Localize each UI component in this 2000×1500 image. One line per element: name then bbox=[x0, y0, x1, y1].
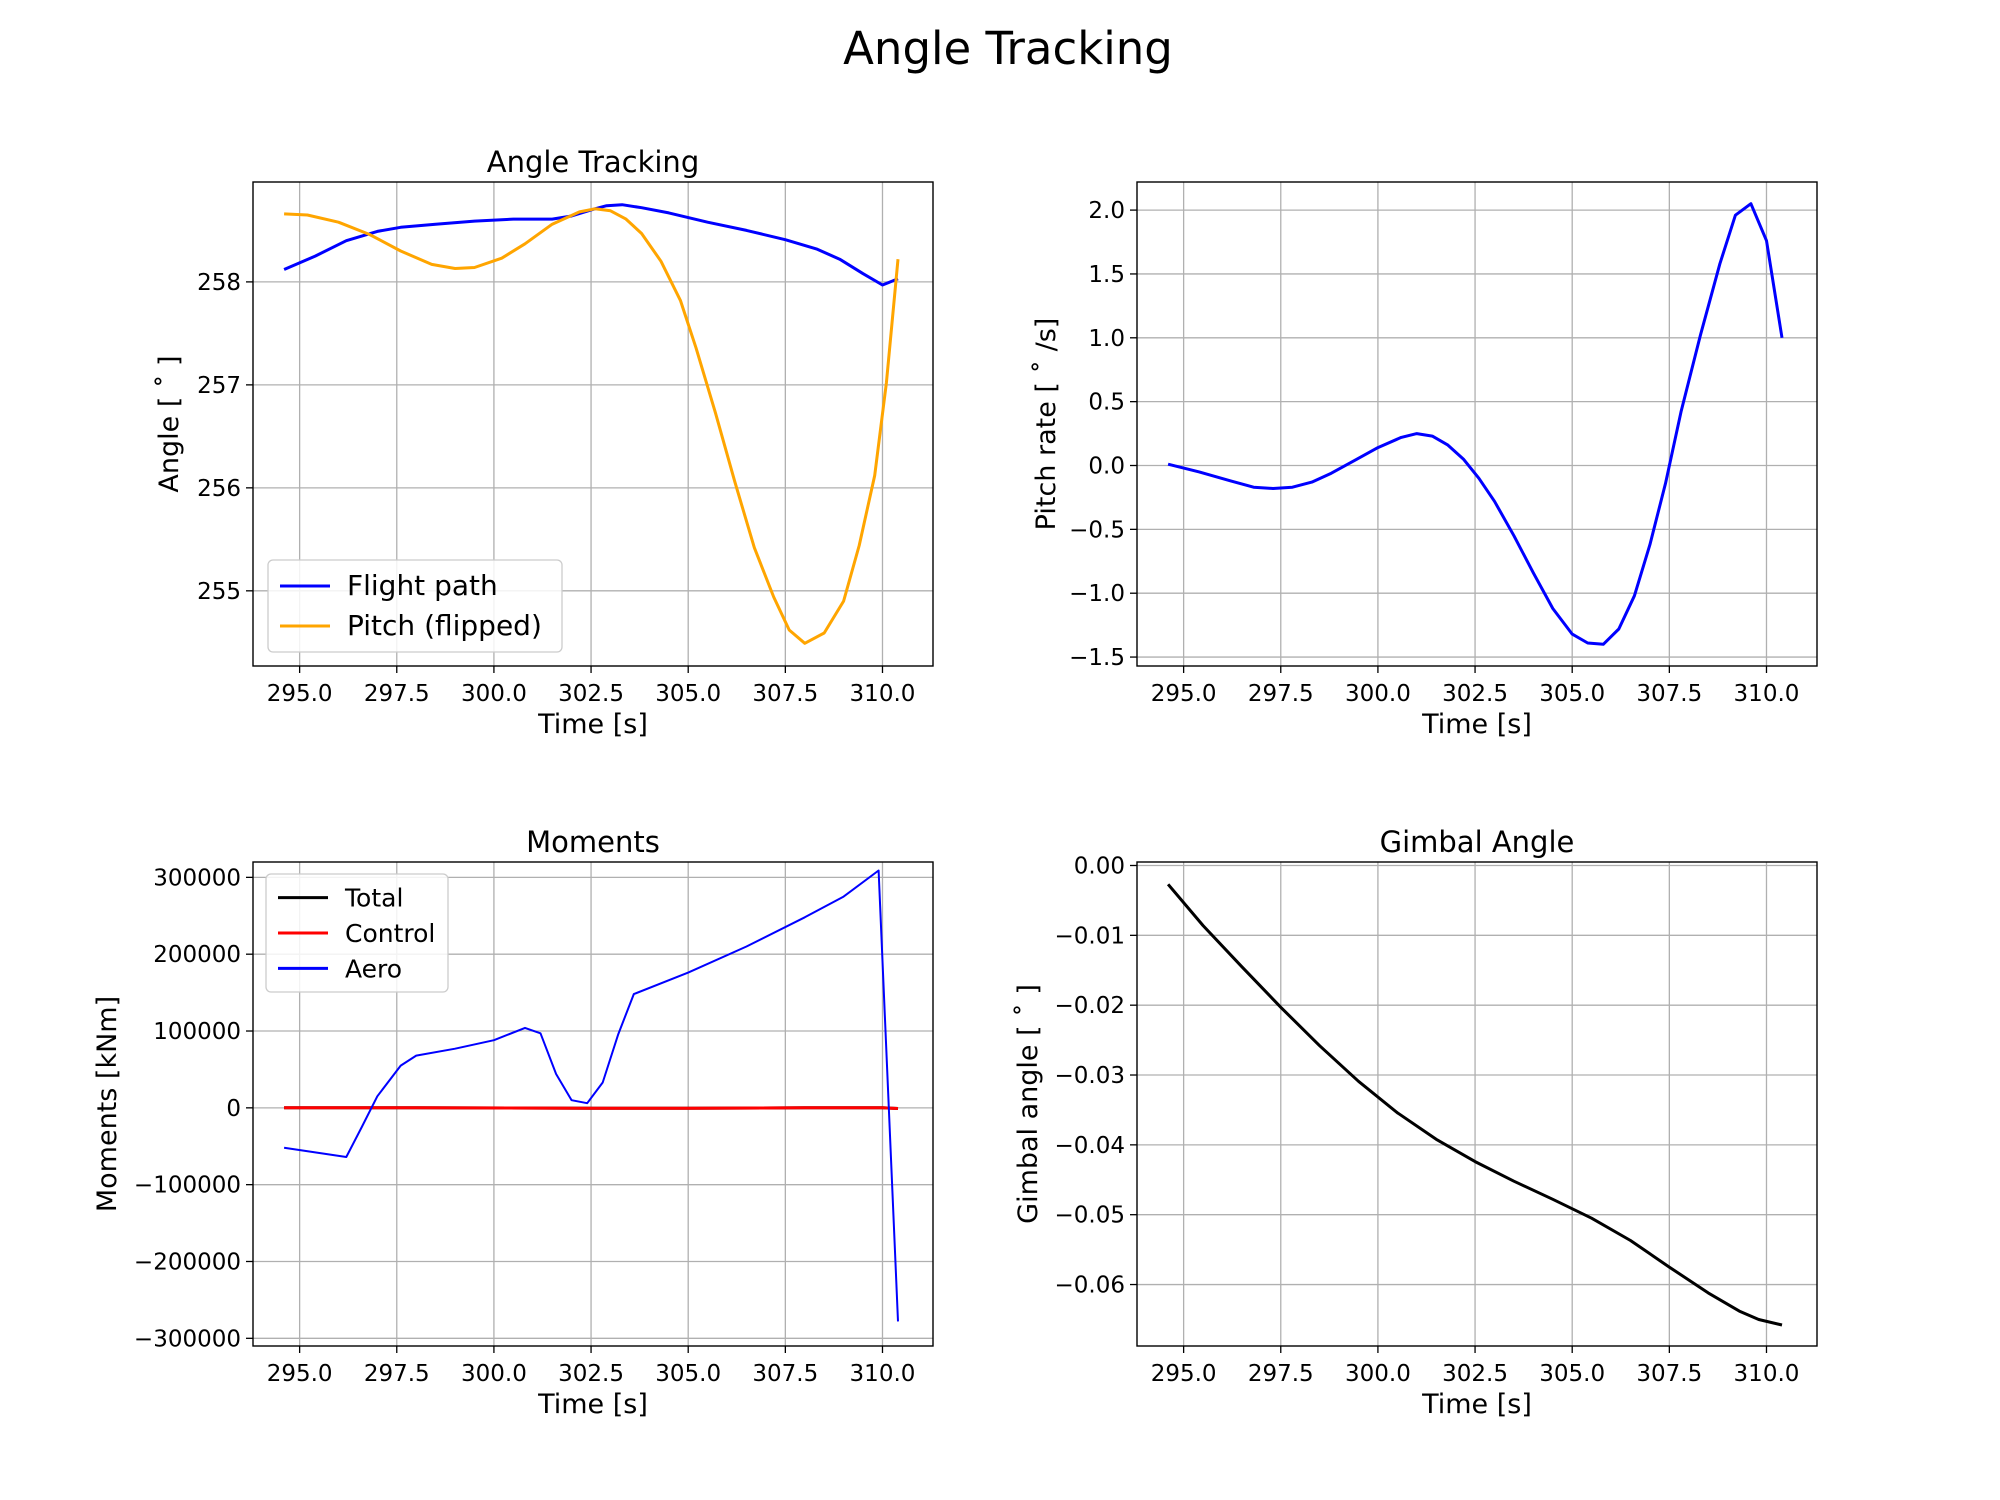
y-tick-label: −1.0 bbox=[1069, 581, 1125, 607]
y-tick-label: 257 bbox=[197, 373, 241, 399]
series-group bbox=[1166, 883, 1783, 1327]
x-tick-label: 302.5 bbox=[558, 681, 624, 707]
x-axis-title: Time [s] bbox=[1421, 1389, 1532, 1420]
x-tick-label: 300.0 bbox=[1345, 1361, 1411, 1387]
y-tick-label: 2.0 bbox=[1088, 198, 1125, 224]
y-tick-label: −0.05 bbox=[1055, 1203, 1125, 1229]
x-axis-title: Time [s] bbox=[537, 1389, 648, 1420]
y-tick-label: −1.5 bbox=[1069, 645, 1125, 671]
legend-label: Control bbox=[345, 919, 435, 948]
y-tick-label: −0.02 bbox=[1055, 993, 1125, 1019]
y-tick-label: −200000 bbox=[134, 1249, 241, 1275]
panel-4: 295.0 297.5 300.0 302.5 305.0 307.5 310.0 0.00 −… bbox=[1013, 825, 1818, 1420]
x-tick-label: 307.5 bbox=[1636, 681, 1702, 707]
y-tick-label: 256 bbox=[197, 476, 241, 502]
y-tick-label: 0.00 bbox=[1074, 853, 1125, 879]
panel-3: 295.0 297.5 300.0 302.5 305.0 307.5 310.0 −3000… bbox=[92, 825, 934, 1420]
y-tick-label: 0.0 bbox=[1088, 454, 1125, 480]
x-tick-label: 297.5 bbox=[1248, 681, 1314, 707]
y-tick-label: 0 bbox=[226, 1096, 241, 1122]
y-tick-label: 100000 bbox=[153, 1019, 241, 1045]
series-group bbox=[1167, 202, 1784, 646]
x-tick-label: 300.0 bbox=[1345, 681, 1411, 707]
y-axis-title: Moments [kNm] bbox=[92, 996, 123, 1212]
series-line-series bbox=[1166, 883, 1783, 1327]
x-axis-title: Time [s] bbox=[537, 709, 648, 740]
legend-frame bbox=[267, 559, 563, 653]
x-tick-label: 295.0 bbox=[1151, 681, 1217, 707]
legend: Flight path Pitch (flipped) bbox=[267, 559, 563, 653]
legend-label: Aero bbox=[345, 954, 402, 983]
y-tick-label: −100000 bbox=[134, 1173, 241, 1199]
x-tick-label: 310.0 bbox=[850, 681, 916, 707]
x-tick-label: 297.5 bbox=[364, 1361, 430, 1387]
x-tick-label: 302.5 bbox=[1442, 1361, 1508, 1387]
x-tick-label: 295.0 bbox=[267, 681, 333, 707]
legend-label: Total bbox=[344, 884, 403, 913]
x-tick-label: 310.0 bbox=[850, 1361, 916, 1387]
x-tick-label: 310.0 bbox=[1734, 681, 1800, 707]
y-tick-label: −0.5 bbox=[1069, 517, 1125, 543]
panel-title: Moments bbox=[526, 825, 660, 859]
legend-frame bbox=[265, 873, 449, 993]
y-tick-label: 1.0 bbox=[1088, 326, 1125, 352]
y-tick-label: −0.03 bbox=[1055, 1063, 1125, 1089]
y-tick-label: 258 bbox=[197, 270, 241, 296]
axes-frame bbox=[252, 861, 934, 1347]
series-line-control bbox=[284, 1106, 899, 1110]
x-tick-label: 295.0 bbox=[1151, 1361, 1217, 1387]
x-tick-label: 307.5 bbox=[752, 1361, 818, 1387]
y-tick-label: 0.5 bbox=[1088, 390, 1125, 416]
y-tick-label: −0.01 bbox=[1055, 923, 1125, 949]
axes-frame bbox=[1136, 861, 1818, 1347]
panel-2: 295.0 297.5 300.0 302.5 305.0 307.5 310.0 −1.5 −… bbox=[1031, 181, 1818, 740]
x-tick-label: 307.5 bbox=[1636, 1361, 1702, 1387]
x-tick-label: 297.5 bbox=[364, 681, 430, 707]
x-tick-label: 310.0 bbox=[1734, 1361, 1800, 1387]
y-axis-title: Pitch rate [ ˚ /s] bbox=[1031, 318, 1062, 531]
series-line-series bbox=[1167, 202, 1784, 646]
x-tick-label: 300.0 bbox=[461, 681, 527, 707]
series-line-flight-path bbox=[283, 203, 899, 287]
x-tick-label: 305.0 bbox=[1539, 681, 1605, 707]
panel-1: 295.0 297.5 300.0 302.5 305.0 307.5 310.0 255 25… bbox=[154, 145, 934, 740]
x-axis-title: Time [s] bbox=[1421, 709, 1532, 740]
y-tick-label: −0.04 bbox=[1055, 1133, 1125, 1159]
panel-title: Angle Tracking bbox=[487, 145, 699, 179]
x-tick-label: 302.5 bbox=[1442, 681, 1508, 707]
y-tick-label: −300000 bbox=[134, 1326, 241, 1352]
x-tick-label: 305.0 bbox=[655, 1361, 721, 1387]
y-tick-label: 255 bbox=[197, 579, 241, 605]
axes-frame bbox=[252, 181, 934, 667]
y-tick-label: 300000 bbox=[153, 865, 241, 891]
y-tick-label: −0.06 bbox=[1055, 1273, 1125, 1299]
series-line-pitch-flipped bbox=[284, 207, 900, 645]
plot-panels: 295.0 297.5 300.0 302.5 305.0 307.5 310.0 255 25… bbox=[92, 145, 1818, 1420]
x-tick-label: 307.5 bbox=[752, 681, 818, 707]
y-tick-label: 1.5 bbox=[1088, 262, 1125, 288]
series-group bbox=[283, 203, 900, 645]
y-axis-title: Angle [ ˚ ] bbox=[154, 355, 185, 492]
x-tick-label: 302.5 bbox=[558, 1361, 624, 1387]
panel-title: Gimbal Angle bbox=[1380, 825, 1575, 859]
series-group bbox=[283, 869, 899, 1322]
y-tick-label: 200000 bbox=[153, 942, 241, 968]
figure-title: Angle Tracking bbox=[843, 22, 1173, 75]
x-tick-label: 300.0 bbox=[461, 1361, 527, 1387]
legend-label: Flight path bbox=[347, 569, 498, 602]
x-tick-label: 305.0 bbox=[655, 681, 721, 707]
axes-frame bbox=[1136, 181, 1818, 667]
legend-label: Pitch (flipped) bbox=[347, 609, 542, 642]
legend: Total Control Aero bbox=[265, 873, 449, 993]
x-tick-label: 295.0 bbox=[267, 1361, 333, 1387]
x-tick-label: 305.0 bbox=[1539, 1361, 1605, 1387]
y-axis-title: Gimbal angle [ ˚ ] bbox=[1013, 984, 1044, 1224]
x-tick-label: 297.5 bbox=[1248, 1361, 1314, 1387]
series-line-aero bbox=[283, 869, 899, 1322]
